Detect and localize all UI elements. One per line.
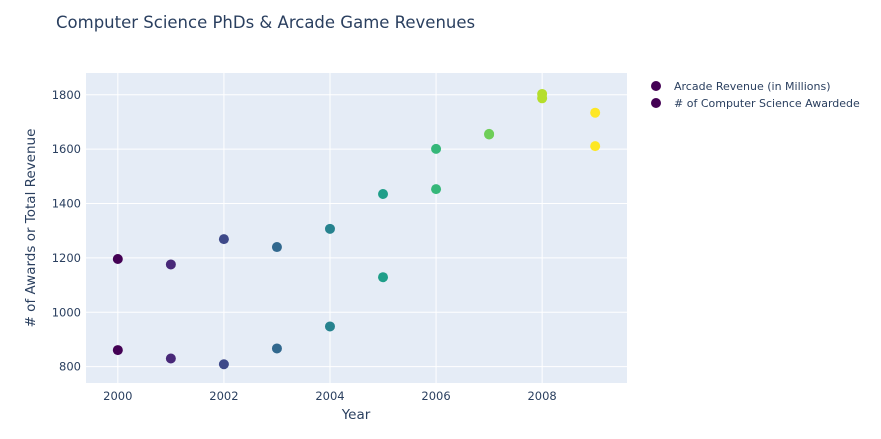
legend-item-arcade-revenue[interactable]: Arcade Revenue (in Millions) (651, 80, 831, 93)
x-tick-label: 2008 (527, 389, 556, 403)
point-cs-awarded[interactable] (324, 321, 335, 332)
legend-marker-arcade-revenue (651, 81, 661, 91)
legend-marker-cs-awarded (651, 98, 661, 108)
point-cs-awarded[interactable] (218, 359, 229, 370)
point-arcade-revenue[interactable] (165, 259, 176, 270)
y-tick-label: 1600 (52, 142, 81, 156)
point-arcade-revenue[interactable] (324, 223, 335, 234)
point-arcade-revenue[interactable] (431, 143, 442, 154)
x-axis-title: Year (341, 407, 371, 423)
x-tick-labels: 2000 2002 2004 2006 2008 (103, 389, 557, 403)
point-arcade-revenue[interactable] (271, 242, 282, 253)
legend-label-cs-awarded: # of Computer Science Awardede (674, 97, 860, 110)
y-tick-label: 800 (59, 360, 81, 374)
y-tick-label: 1200 (52, 251, 81, 265)
point-cs-awarded[interactable] (484, 128, 495, 139)
data-points (112, 88, 601, 370)
chart-title: Computer Science PhDs & Arcade Game Reve… (56, 13, 475, 32)
point-arcade-revenue[interactable] (590, 107, 601, 118)
legend-item-cs-awarded[interactable]: # of Computer Science Awardede (651, 97, 860, 110)
plot-area (86, 73, 627, 383)
y-tick-labels: 800 1000 1200 1400 1600 1800 (52, 88, 81, 374)
x-tick-label: 2000 (103, 389, 132, 403)
x-tick-label: 2006 (421, 389, 450, 403)
legend-label-arcade-revenue: Arcade Revenue (in Millions) (674, 80, 831, 93)
point-arcade-revenue[interactable] (378, 189, 389, 200)
y-tick-label: 1000 (52, 305, 81, 319)
point-arcade-revenue[interactable] (218, 234, 229, 245)
point-cs-awarded[interactable] (378, 272, 389, 283)
x-tick-label: 2004 (315, 389, 344, 403)
point-cs-awarded[interactable] (431, 184, 442, 195)
point-cs-awarded[interactable] (590, 141, 601, 152)
point-arcade-revenue[interactable] (112, 254, 123, 264)
x-tick-label: 2002 (209, 389, 238, 403)
y-axis-title: # of Awards or Total Revenue (23, 129, 39, 328)
point-cs-awarded[interactable] (165, 353, 176, 364)
y-tick-label: 1400 (52, 197, 81, 211)
point-cs-awarded[interactable] (112, 345, 123, 356)
point-cs-awarded[interactable] (537, 93, 548, 104)
y-gridlines (86, 94, 627, 368)
y-tick-label: 1800 (52, 88, 81, 102)
point-cs-awarded[interactable] (271, 343, 282, 354)
legend: Arcade Revenue (in Millions) # of Comput… (651, 80, 860, 110)
